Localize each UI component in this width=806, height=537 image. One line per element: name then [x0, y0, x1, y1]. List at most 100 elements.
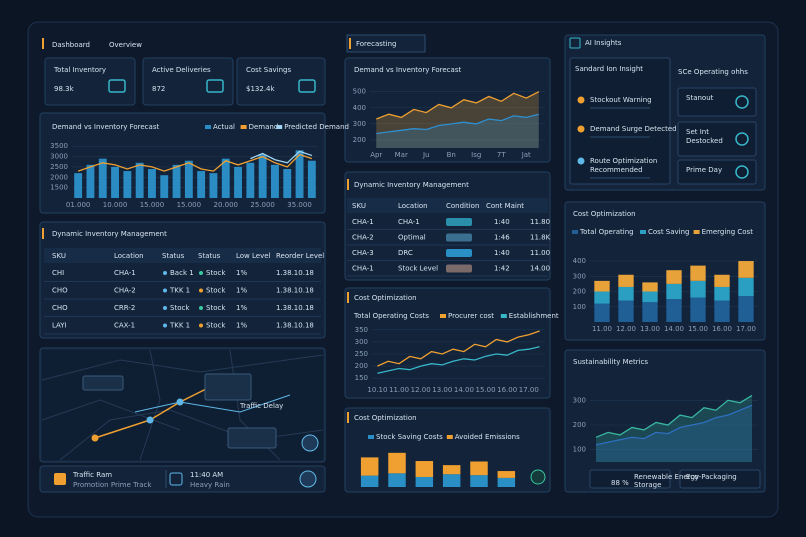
x-tick-label: 15.00: [476, 386, 496, 394]
bar-segment: [360, 457, 379, 476]
x-tick-label: 12.00: [411, 386, 431, 394]
status-icon: [54, 473, 66, 485]
bar: [307, 160, 316, 198]
y-tick-label: 350: [355, 326, 368, 334]
panel: [564, 349, 766, 493]
y-tick-label: 400: [573, 257, 586, 265]
legend-label: Stock Saving Costs: [376, 433, 443, 441]
x-tick-label: 17.00: [736, 325, 756, 333]
accent: [349, 38, 351, 49]
route: [94, 385, 213, 439]
table-cell: DRC: [398, 249, 413, 257]
bar: [74, 173, 83, 198]
accent: [347, 412, 349, 423]
bar: [172, 164, 181, 198]
bar: [123, 171, 132, 198]
table-title: Dynamic Inventory Management: [52, 230, 167, 238]
legend-swatch: [440, 314, 446, 318]
panel-title: AI Insights: [585, 39, 622, 47]
legend-label: Demand: [249, 123, 279, 131]
y-tick-label: 1500: [50, 184, 68, 192]
condition-pill: [446, 249, 472, 257]
card-icon: [735, 95, 749, 109]
y-tick-label: 300: [353, 120, 366, 128]
map-road: [139, 349, 161, 461]
insight-item: Recommended: [590, 166, 643, 174]
y-tick-label: 2000: [50, 173, 68, 181]
legend-label: Emerging Cost: [702, 228, 754, 236]
x-tick-label: Jat: [521, 151, 531, 159]
column-header: Status: [198, 252, 221, 260]
x-tick-label: 10.000: [103, 201, 128, 209]
x-tick-label: 35.000: [287, 201, 312, 209]
bar-segment: [642, 291, 658, 303]
table-cell: Back 1: [170, 269, 194, 277]
table-cell: 1.38.10.18: [276, 269, 314, 277]
table-cell: 11.8K: [530, 234, 551, 242]
bar-segment: [470, 461, 488, 476]
footer-card: [589, 469, 671, 489]
line: [250, 150, 313, 164]
chart-title: Sustainability Metrics: [573, 358, 648, 366]
bar-segment: [618, 286, 634, 301]
y-tick-label: 100: [573, 303, 586, 311]
table-cell: CHA-1: [352, 265, 374, 273]
column-header: SKU: [352, 202, 366, 210]
legend-label: Procurer cost: [448, 312, 494, 320]
table-cell: CHA-3: [352, 249, 374, 257]
line: [377, 346, 540, 374]
x-tick-label: 14.00: [454, 386, 474, 394]
x-tick-label: 10.10: [367, 386, 387, 394]
bar: [283, 169, 292, 198]
status-detail: Heavy Rain: [190, 481, 230, 489]
bar: [295, 150, 304, 198]
bar-segment: [497, 477, 516, 487]
kpi-label: Cost Savings: [246, 66, 291, 74]
accent: [347, 179, 349, 190]
footer-value: 88 %: [611, 479, 629, 487]
bar: [258, 154, 267, 198]
table-cell: CHO: [52, 287, 68, 295]
status-button[interactable]: [299, 470, 317, 488]
status-title: Traffic Ram: [72, 471, 112, 479]
y-tick-label: 2500: [50, 163, 68, 171]
bar-segment: [642, 302, 658, 322]
bar-segment: [738, 277, 754, 297]
panel: [344, 287, 551, 399]
header-title-accent: Overview: [109, 41, 142, 49]
bar: [221, 158, 230, 198]
table-cell: 14.00: [530, 265, 550, 273]
y-tick-label: 500: [353, 88, 366, 96]
table-cell: 1.38.10.18: [276, 322, 314, 330]
x-tick-label: 7T: [497, 151, 506, 159]
bar-segment: [666, 283, 682, 300]
status-icon: [169, 472, 183, 486]
table-cell: 1:42: [494, 265, 510, 273]
bar: [246, 162, 255, 198]
legend-label: Actual: [213, 123, 235, 131]
condition-pill: [446, 218, 472, 226]
bar: [86, 164, 95, 198]
table-cell: CRR-2: [114, 304, 135, 312]
bar: [111, 166, 119, 198]
card-icon: [735, 165, 749, 179]
y-tick-label: 150: [355, 374, 368, 382]
condition-pill: [446, 264, 472, 273]
map-button[interactable]: [301, 434, 319, 452]
bar-segment: [360, 475, 379, 487]
table-cell: Optimal: [398, 234, 426, 242]
x-tick-label: 15.00: [688, 325, 708, 333]
chart-button[interactable]: [530, 469, 546, 485]
column-header: Cont Maint: [486, 202, 524, 210]
table-cell: 1%: [236, 287, 247, 295]
chart-title: Demand vs Inventory Forecast: [354, 66, 461, 74]
status-dot: [163, 271, 167, 275]
forecast-tab: [346, 34, 426, 53]
panel: [142, 57, 234, 106]
y-tick-label: 3500: [50, 142, 68, 150]
table-cell: CHA-1: [114, 269, 136, 277]
table-cell: 11.00: [530, 249, 550, 257]
table-header-bg: [347, 198, 548, 213]
y-tick-label: 100: [573, 446, 586, 454]
insight-icon: [577, 96, 585, 104]
